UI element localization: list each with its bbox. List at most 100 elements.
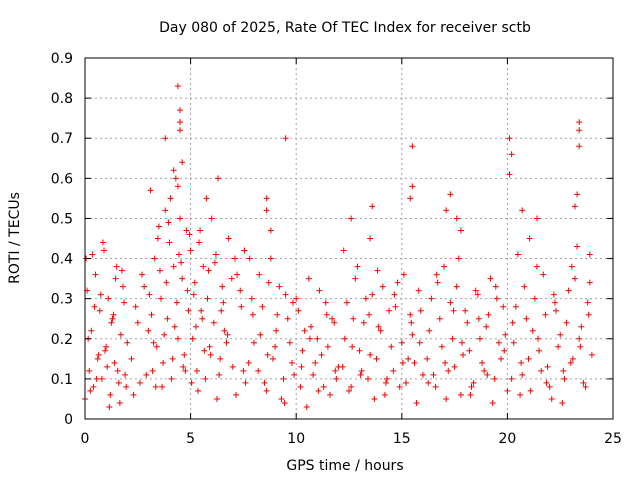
- data-point: [274, 311, 281, 318]
- data-point: [576, 335, 583, 342]
- data-point: [447, 299, 454, 306]
- data-point: [240, 367, 247, 374]
- axis-ticks: [84, 57, 614, 420]
- data-point: [400, 271, 407, 278]
- data-point: [552, 307, 559, 314]
- data-point: [362, 295, 369, 302]
- data-point: [210, 319, 217, 326]
- data-point: [168, 375, 175, 382]
- data-point: [560, 367, 567, 374]
- data-point: [476, 335, 483, 342]
- data-point: [451, 363, 458, 370]
- data-point: [286, 339, 293, 346]
- data-point: [312, 359, 319, 366]
- data-point: [453, 215, 460, 222]
- data-point: [194, 387, 201, 394]
- data-point: [215, 175, 222, 182]
- data-point: [115, 379, 122, 386]
- data-point: [151, 255, 158, 262]
- data-point: [475, 315, 482, 322]
- data-point: [158, 295, 165, 302]
- data-point: [449, 335, 456, 342]
- data-point: [280, 375, 287, 382]
- data-point: [102, 347, 109, 354]
- y-tick-label: 0.6: [51, 171, 73, 187]
- data-point: [470, 379, 477, 386]
- data-point: [354, 263, 361, 270]
- data-point: [134, 319, 141, 326]
- data-point: [87, 387, 94, 394]
- data-point: [186, 231, 193, 238]
- data-point: [538, 367, 545, 374]
- data-point: [491, 375, 498, 382]
- data-point: [206, 343, 213, 350]
- data-point: [464, 319, 471, 326]
- data-point: [409, 331, 416, 338]
- data-point: [250, 339, 257, 346]
- data-point: [86, 367, 93, 374]
- data-point: [557, 331, 564, 338]
- data-point: [582, 383, 589, 390]
- data-point: [495, 339, 502, 346]
- data-point: [174, 335, 181, 342]
- data-point: [324, 343, 331, 350]
- data-point: [224, 331, 231, 338]
- data-point: [535, 335, 542, 342]
- data-point: [567, 359, 574, 366]
- data-point: [487, 275, 494, 282]
- data-point: [199, 315, 206, 322]
- data-point: [143, 371, 150, 378]
- data-point: [264, 351, 271, 358]
- data-point: [430, 371, 437, 378]
- data-point: [179, 275, 186, 282]
- y-tick-label: 0: [64, 412, 73, 428]
- data-point: [415, 287, 422, 294]
- data-point: [273, 327, 280, 334]
- data-point: [501, 347, 508, 354]
- data-point: [559, 399, 566, 406]
- data-point: [525, 355, 532, 362]
- data-point: [159, 383, 166, 390]
- data-point: [167, 195, 174, 202]
- x-tick-label: 25: [604, 431, 622, 447]
- data-point: [301, 327, 308, 334]
- data-point: [563, 319, 570, 326]
- data-point: [339, 363, 346, 370]
- data-point: [256, 271, 263, 278]
- data-point: [585, 311, 592, 318]
- data-point: [94, 355, 101, 362]
- y-tick-label: 0.7: [51, 131, 73, 147]
- data-point: [442, 359, 449, 366]
- data-point: [551, 299, 558, 306]
- x-tick-label: 15: [393, 431, 411, 447]
- data-point: [219, 283, 226, 290]
- data-point: [584, 299, 591, 306]
- data-point: [218, 307, 225, 314]
- data-point: [307, 323, 314, 330]
- data-point: [407, 195, 414, 202]
- data-point: [316, 287, 323, 294]
- data-point: [295, 307, 302, 314]
- data-point: [200, 263, 207, 270]
- data-point: [99, 239, 106, 246]
- data-point: [259, 303, 266, 310]
- y-tick-label: 0.8: [51, 91, 73, 107]
- data-point: [388, 343, 395, 350]
- data-point: [233, 391, 240, 398]
- data-point: [187, 247, 194, 254]
- data-point: [398, 339, 405, 346]
- data-point: [565, 287, 572, 294]
- data-point: [390, 367, 397, 374]
- data-point: [118, 267, 125, 274]
- data-point: [238, 303, 245, 310]
- data-point: [320, 383, 327, 390]
- data-point: [450, 307, 457, 314]
- data-point: [265, 279, 272, 286]
- data-point: [396, 383, 403, 390]
- data-point: [542, 311, 549, 318]
- data-point: [248, 295, 255, 302]
- data-point: [510, 339, 517, 346]
- data-point: [407, 311, 414, 318]
- data-point: [174, 83, 181, 90]
